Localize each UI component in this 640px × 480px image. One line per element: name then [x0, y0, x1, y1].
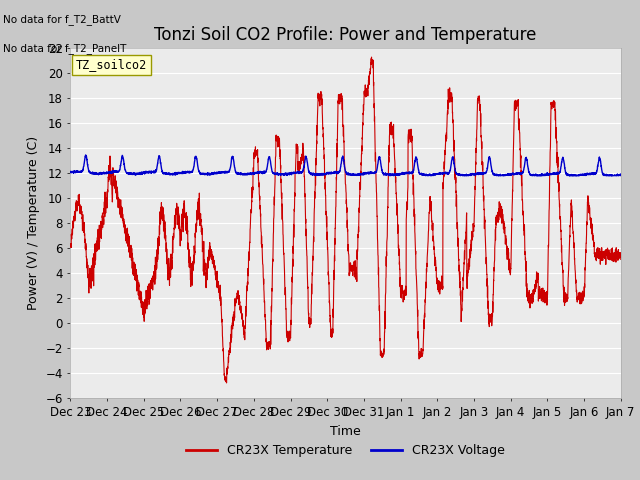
Legend: CR23X Temperature, CR23X Voltage: CR23X Temperature, CR23X Voltage [181, 439, 510, 462]
Text: No data for f_T2_BattV: No data for f_T2_BattV [3, 14, 121, 25]
Y-axis label: Power (V) / Temperature (C): Power (V) / Temperature (C) [27, 136, 40, 310]
X-axis label: Time: Time [330, 425, 361, 438]
Text: TZ_soilco2: TZ_soilco2 [76, 59, 147, 72]
Title: Tonzi Soil CO2 Profile: Power and Temperature: Tonzi Soil CO2 Profile: Power and Temper… [154, 25, 537, 44]
Text: No data for f_T2_PanelT: No data for f_T2_PanelT [3, 43, 127, 54]
